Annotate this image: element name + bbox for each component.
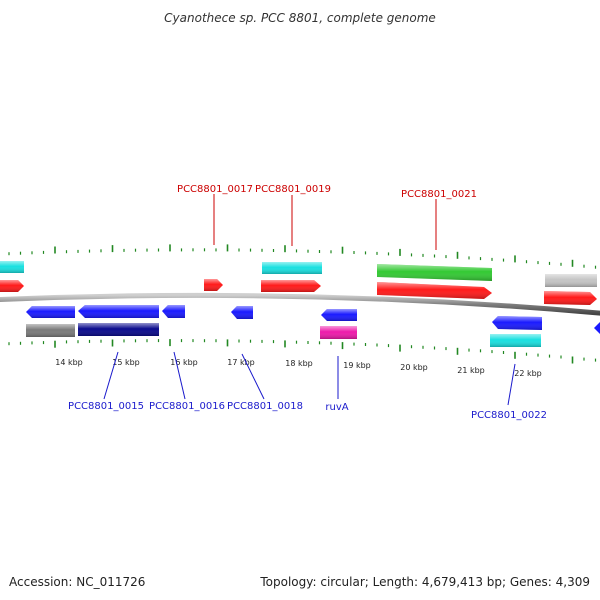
cds-0017-arrow: [204, 279, 223, 291]
leader-0015: [103, 351, 119, 400]
cds-right-edge-arrow-left: [594, 322, 600, 334]
scale-label-19kbp: 19 kbp: [343, 361, 371, 370]
forward-gene-labels: PCC8801_0017 PCC8801_0019 PCC8801_0021: [177, 184, 477, 250]
scale-label-15kbp: 15 kbp: [112, 358, 140, 367]
leader-0022: [507, 363, 516, 406]
gene-label-0016[interactable]: PCC8801_0016: [149, 401, 225, 412]
gene-0022-cyan: [490, 334, 541, 347]
gene-right-lightgray: [545, 274, 597, 287]
scale-label-17kbp: 17 kbp: [227, 358, 255, 367]
scale-label-14kbp: 14 kbp: [55, 358, 83, 367]
scale-label-21kbp: 21 kbp: [457, 366, 485, 375]
gene-0015-gray: [26, 324, 75, 337]
gene-label-0022[interactable]: PCC8801_0022: [471, 410, 547, 421]
map-title: Cyanothece sp. PCC 8801, complete genome: [164, 11, 436, 25]
scale-label-16kbp: 16 kbp: [170, 358, 198, 367]
scale-labels: 14 kbp 15 kbp 16 kbp 17 kbp 18 kbp 19 kb…: [55, 358, 542, 378]
gene-label-0021[interactable]: PCC8801_0021: [401, 189, 477, 200]
gene-label-0018[interactable]: PCC8801_0018: [227, 401, 303, 412]
cds-0018-arrow-left: [231, 306, 253, 319]
genome-backbone: [0, 292, 600, 316]
cds-0021-arrow: [377, 282, 492, 299]
accession-text: Accession: NC_011726: [9, 575, 145, 589]
reverse-gene-labels: PCC8801_0015 PCC8801_0016 PCC8801_0018 r…: [68, 351, 547, 421]
cds-0016-arrow-left: [78, 305, 159, 318]
gene-label-0019[interactable]: PCC8801_0019: [255, 184, 331, 195]
leader-0018: [241, 353, 265, 400]
forward-strand: [0, 261, 597, 305]
cds-0015-arrow-left: [26, 306, 75, 318]
gene-label-ruva[interactable]: ruvA: [325, 402, 348, 413]
cds-small-arrow-left: [162, 305, 185, 318]
scale-label-20kbp: 20 kbp: [400, 363, 428, 372]
cds-0019-arrow: [261, 280, 321, 292]
feature-left-cyan-partial: [0, 261, 24, 273]
gene-label-0015[interactable]: PCC8801_0015: [68, 401, 144, 412]
cds-ruva-arrow-left: [321, 309, 357, 321]
inner-tick-ring: [8, 339, 597, 364]
scale-label-22kbp: 22 kbp: [514, 369, 542, 378]
cds-0022-arrow-left: [492, 316, 542, 330]
summary-text: Topology: circular; Length: 4,679,413 bp…: [259, 575, 590, 589]
scale-label-18kbp: 18 kbp: [285, 359, 313, 368]
gene-label-0017[interactable]: PCC8801_0017: [177, 184, 253, 195]
gene-0019-cyan: [262, 262, 322, 274]
cds-left-red-partial: [0, 280, 24, 292]
cds-right-red-arrow: [544, 291, 597, 305]
outer-tick-ring: [8, 244, 597, 269]
reverse-strand: [26, 305, 600, 347]
leader-0016: [173, 351, 186, 400]
gene-ruva-magenta: [320, 326, 357, 339]
gene-0021-green: [377, 264, 492, 281]
gene-0016-navy: [78, 323, 159, 336]
